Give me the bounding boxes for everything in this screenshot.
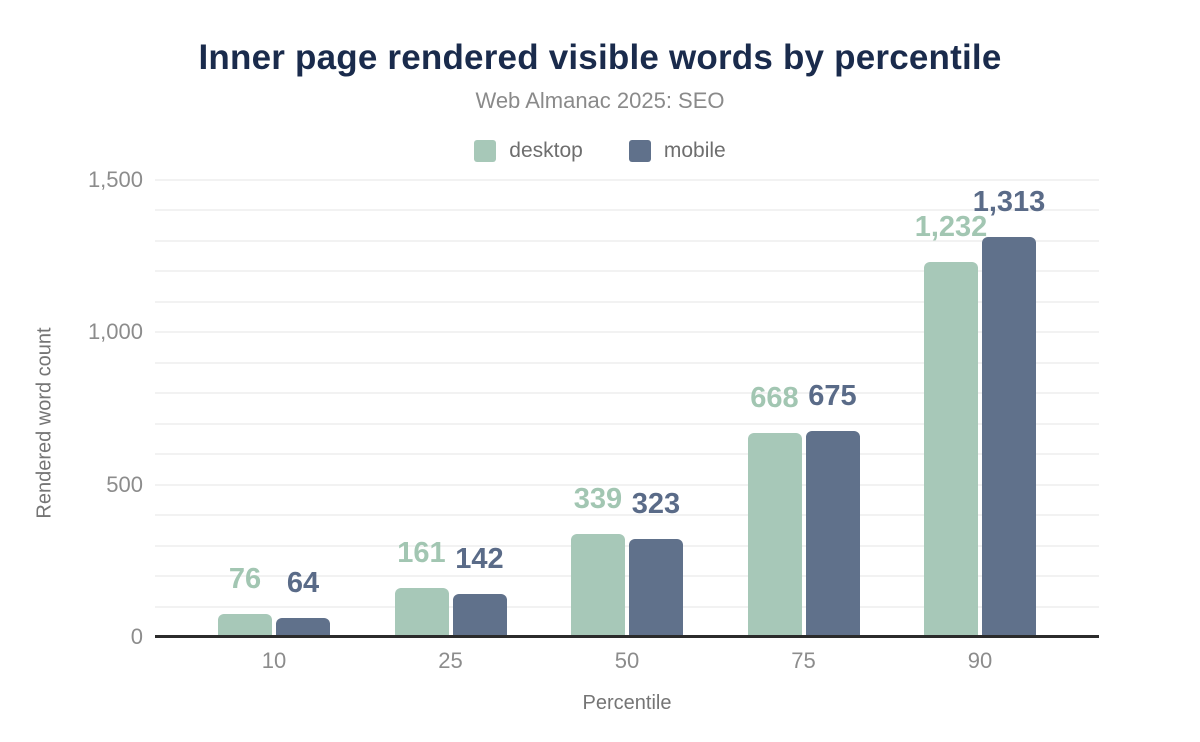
y-axis-ticks: 0 500 1,000 1,500 bbox=[0, 167, 143, 649]
legend-item-mobile[interactable]: mobile bbox=[628, 139, 726, 163]
x-tick-label-p25: 25 bbox=[438, 648, 463, 673]
y-tick-label: 1,000 bbox=[87, 319, 143, 345]
gridlines bbox=[155, 179, 1099, 637]
value-label-desktop-p25: 161 bbox=[397, 536, 446, 569]
gridline bbox=[155, 483, 1099, 486]
gridline bbox=[155, 361, 1099, 364]
gridline bbox=[155, 239, 1099, 242]
legend-swatch-desktop bbox=[474, 140, 497, 162]
gridline bbox=[155, 422, 1099, 425]
legend-item-desktop[interactable]: desktop bbox=[474, 139, 583, 163]
bar-mobile-p90[interactable] bbox=[982, 236, 1036, 637]
x-tick-label-p90: 90 bbox=[967, 648, 993, 673]
bar-desktop-p90[interactable] bbox=[924, 261, 978, 637]
gridline bbox=[155, 392, 1099, 395]
gridline bbox=[155, 453, 1099, 456]
gridline bbox=[155, 270, 1099, 273]
value-label-mobile-p90: 1,313 bbox=[972, 185, 1046, 218]
value-label-desktop-p10: 76 bbox=[228, 562, 262, 595]
chart-subtitle: Web Almanac 2025: SEO bbox=[475, 88, 725, 113]
bar-desktop-p75[interactable] bbox=[747, 433, 802, 637]
gridline bbox=[155, 209, 1099, 212]
bar-mobile-p10[interactable] bbox=[276, 617, 330, 637]
bar-desktop-p50[interactable] bbox=[571, 533, 625, 637]
value-label-desktop-p50: 339 bbox=[573, 482, 623, 515]
x-axis-line bbox=[155, 635, 1099, 638]
value-label-mobile-p25: 142 bbox=[455, 542, 504, 575]
gridline bbox=[155, 300, 1099, 303]
gridline bbox=[155, 605, 1099, 608]
x-tick-label-p50: 50 bbox=[614, 648, 640, 673]
chart-title: Inner page rendered visible words by per… bbox=[198, 38, 1002, 77]
legend-swatch-mobile bbox=[628, 140, 651, 162]
x-tick-label-p75: 75 bbox=[791, 648, 816, 673]
value-label-desktop-p90: 1,232 bbox=[914, 210, 988, 243]
gridline bbox=[155, 331, 1099, 334]
y-tick-label: 1,500 bbox=[87, 167, 143, 192]
y-tick-label: 0 bbox=[130, 624, 143, 649]
value-label-mobile-p50: 323 bbox=[631, 487, 681, 520]
bar-desktop-p25[interactable] bbox=[394, 587, 449, 637]
gridline bbox=[155, 179, 1099, 181]
bar-mobile-p75[interactable] bbox=[805, 431, 860, 637]
gridline bbox=[155, 575, 1099, 578]
value-label-mobile-p75: 675 bbox=[808, 380, 857, 413]
value-label-desktop-p75: 668 bbox=[750, 382, 799, 415]
plot-area: 76 64 161 142 339 323 668 675 1,232 1,313 bbox=[155, 179, 1099, 638]
bars-layer: 76 64 161 142 339 323 668 675 1,232 1,313 bbox=[155, 180, 1099, 637]
x-axis-title: Percentile bbox=[582, 692, 672, 714]
value-label-mobile-p10: 64 bbox=[286, 566, 320, 599]
bar-mobile-p50[interactable] bbox=[629, 538, 683, 637]
legend-label-desktop: desktop bbox=[509, 139, 583, 162]
y-tick-label: 500 bbox=[106, 471, 143, 497]
legend: desktop mobile bbox=[0, 139, 1200, 163]
gridline bbox=[155, 544, 1099, 547]
bar-desktop-p10[interactable] bbox=[218, 613, 272, 637]
x-tick-label-p10: 10 bbox=[261, 648, 287, 673]
gridline bbox=[155, 514, 1099, 517]
x-axis-ticks: 10 25 50 75 90 bbox=[155, 646, 1099, 676]
bar-mobile-p25[interactable] bbox=[452, 593, 507, 637]
legend-label-mobile: mobile bbox=[663, 139, 726, 162]
